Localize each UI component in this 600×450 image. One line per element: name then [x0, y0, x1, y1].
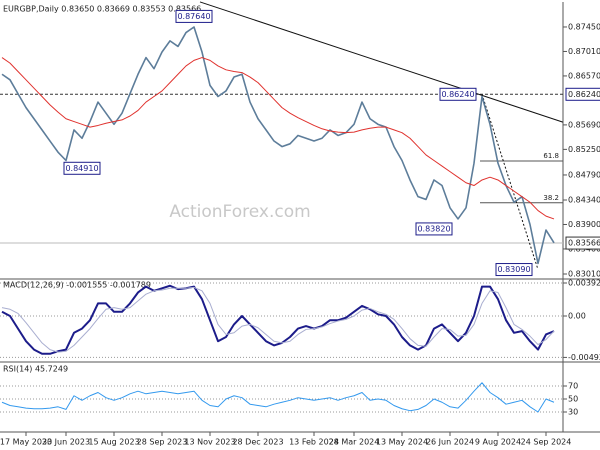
- series-line: [1, 57, 555, 220]
- x-tick-label: 13 Feb 2024: [289, 438, 339, 447]
- series-line: [1, 284, 555, 355]
- x-tick-label: 13 Nov 2023: [184, 438, 235, 447]
- y-tick-label: 0.003928: [568, 278, 600, 287]
- fib-label: 38.2: [543, 194, 559, 202]
- panel-title: EURGBP,Daily 0.83650 0.83669 0.83553 0.8…: [3, 5, 201, 14]
- annotation-box: [495, 263, 533, 277]
- x-tick-label: 17 May 2023: [0, 438, 52, 447]
- panel-title: MACD(12,26,9) -0.001555 -0.001789: [3, 281, 151, 290]
- y-tick-label: 0.86570: [568, 71, 600, 80]
- level-label: 0.86240: [568, 90, 600, 99]
- annotation-label: 0.87640: [177, 12, 210, 21]
- y-tick-label: 70: [568, 381, 578, 390]
- panel-title: RSI(14) 45.7249: [3, 365, 68, 374]
- annotation-label: 0.83090: [497, 265, 530, 274]
- x-tick-label: 13 May 2024: [376, 438, 428, 447]
- trendline: [199, 1, 563, 123]
- projection-line: [481, 94, 539, 270]
- current-box: [565, 236, 600, 250]
- level-box: [565, 87, 600, 101]
- annotation-box: [63, 161, 101, 175]
- y-tick-label: 0.00: [568, 311, 586, 320]
- y-tick-label: 50: [568, 394, 578, 403]
- y-tick-label: 0.85690: [568, 120, 600, 129]
- x-tick-label: 28 Sep 2023: [137, 438, 188, 447]
- fib-label: 61.8: [543, 152, 559, 160]
- y-tick-label: 0.87010: [568, 47, 600, 56]
- y-tick-label: 0.85250: [568, 145, 600, 154]
- annotation-box: [175, 9, 213, 23]
- annotation-box: [415, 222, 453, 236]
- x-tick-label: 30 Jun 2023: [42, 438, 90, 447]
- x-tick-label: 9 Aug 2024: [475, 438, 521, 447]
- series-line: [1, 26, 555, 265]
- x-tick-label: 24 Sep 2024: [521, 438, 572, 447]
- y-tick-label: -0.004929: [568, 353, 600, 362]
- annotation-label: 0.84910: [65, 164, 98, 173]
- series-line: [1, 382, 555, 413]
- current-label: 0.83566: [568, 239, 600, 248]
- x-tick-label: 26 Jun 2024: [426, 438, 474, 447]
- y-tick-label: 0.84340: [568, 196, 600, 205]
- annotation-label: 0.86240: [441, 90, 474, 99]
- annotation-box: [439, 87, 477, 101]
- series-line: [1, 286, 555, 353]
- y-tick-label: 0.83010: [568, 269, 600, 278]
- x-tick-label: 15 Aug 2023: [88, 438, 139, 447]
- y-tick-label: 30: [568, 407, 578, 416]
- y-tick-label: 0.83900: [568, 220, 600, 229]
- annotation-label: 0.83820: [417, 224, 450, 233]
- watermark: ActionForex.com: [169, 202, 310, 222]
- y-tick-label: 0.87450: [568, 22, 600, 31]
- y-tick-label: 0.84790: [568, 170, 600, 179]
- x-tick-label: 28 Dec 2023: [232, 438, 283, 447]
- x-tick-label: 28 Mar 2024: [329, 438, 380, 447]
